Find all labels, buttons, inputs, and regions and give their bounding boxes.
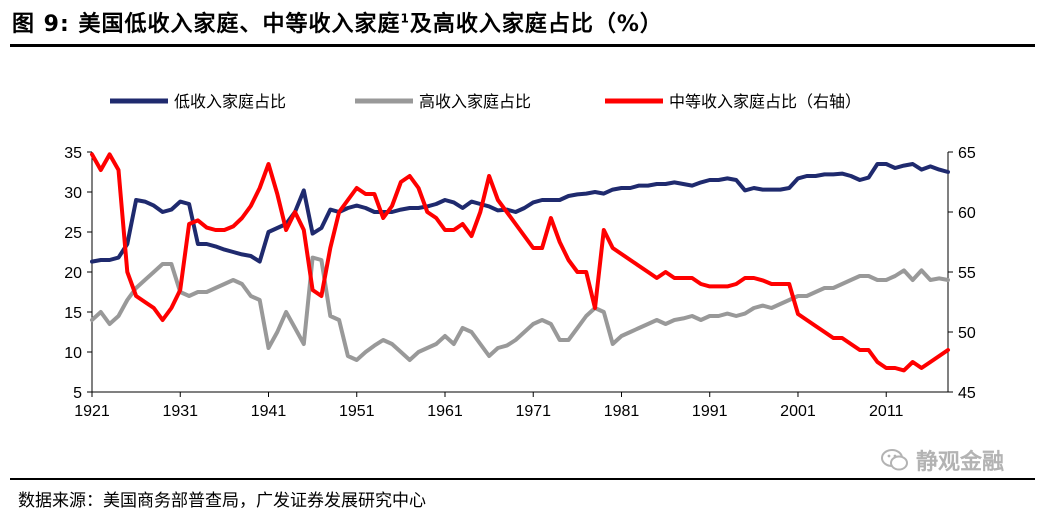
watermark: 静观金融 (880, 444, 1004, 476)
line-chart: 5 10 15 20 25 30 35 45 50 55 60 65 1921 1931 1941 1951 1… (64, 92, 976, 420)
y-left-tick-label: 30 (64, 185, 82, 202)
y-left-tick-label: 20 (64, 265, 82, 282)
data-source-note: 数据来源：美国商务部普查局，广发证券发展研究中心 (18, 491, 426, 511)
watermark-text: 静观金融 (916, 450, 1005, 475)
x-tick-label: 1961 (427, 403, 463, 420)
figure-title-prefix: 图 9: (12, 12, 70, 37)
series-line-1 (90, 255, 950, 362)
x-tick-label: 1941 (251, 403, 287, 420)
source-rule (10, 478, 1035, 480)
y-right-tick-label: 55 (958, 265, 976, 282)
series-line-0 (90, 162, 950, 264)
legend-label-2: 中等收入家庭占比（右轴） (669, 92, 861, 111)
y-left-tick-label: 25 (64, 225, 82, 242)
x-tick-label: 1931 (162, 403, 198, 420)
x-tick-label: 1951 (339, 403, 375, 420)
legend-label-0: 低收入家庭占比 (174, 92, 286, 111)
y-right-tick-label: 60 (958, 205, 976, 222)
x-tick-label: 2011 (869, 403, 904, 420)
title-rule (10, 44, 1035, 47)
x-tick-label: 1921 (74, 403, 110, 420)
legend-label-1: 高收入家庭占比 (419, 92, 531, 111)
figure-title-rest: 及高收入家庭占比（%） (409, 12, 663, 37)
figure-title: 图 9: 美国低收入家庭、中等收入家庭1及高收入家庭占比（%） (12, 6, 663, 38)
y-right-tick-label: 45 (958, 385, 976, 402)
x-tick-label: 2001 (780, 403, 816, 420)
figure-title-main: 美国低收入家庭、中等收入家庭 (78, 12, 401, 37)
x-tick-label: 1991 (692, 403, 728, 420)
figure-title-footnote-marker: 1 (400, 11, 410, 26)
y-left-tick-label: 10 (64, 345, 82, 362)
y-right-tick-label: 50 (958, 325, 976, 342)
y-left-tick-label: 5 (73, 385, 82, 402)
x-tick-label: 1981 (604, 403, 640, 420)
x-tick-label: 1971 (515, 403, 551, 420)
y-left-tick-label: 15 (64, 305, 82, 322)
y-right-tick-label: 65 (958, 145, 976, 162)
wechat-icon (881, 449, 908, 471)
y-left-tick-label: 35 (64, 145, 82, 162)
series-line-2 (90, 152, 950, 373)
